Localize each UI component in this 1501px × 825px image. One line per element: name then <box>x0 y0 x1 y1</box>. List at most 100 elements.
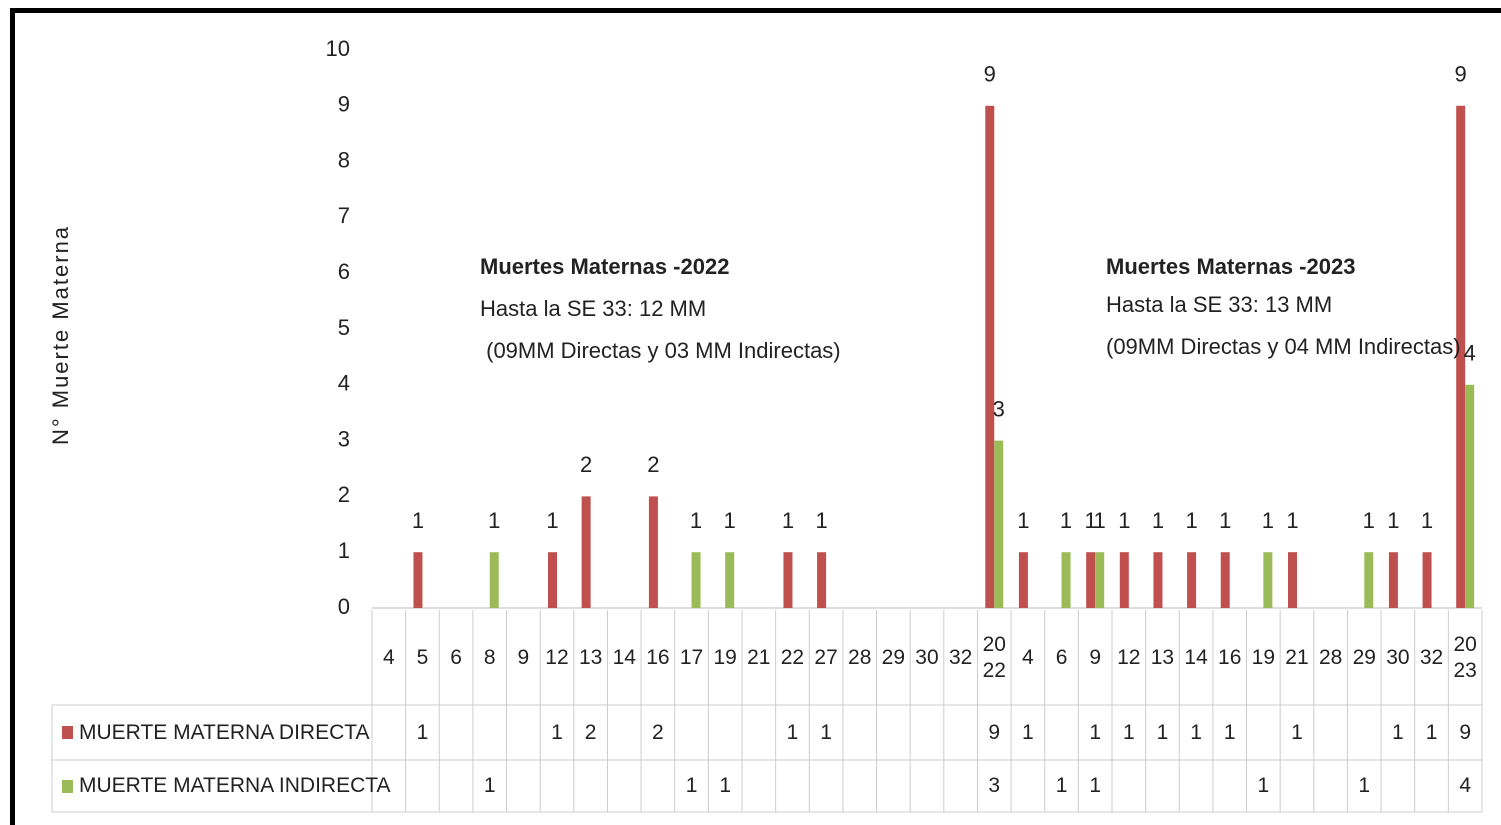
x-tick-label: 5 <box>416 645 429 669</box>
bar <box>1422 552 1432 608</box>
data-label: 1 <box>1118 508 1130 533</box>
table-value: 1 <box>1392 720 1404 744</box>
x-tick-label: 12 <box>1117 645 1141 669</box>
x-tick-label: 21 <box>747 645 771 669</box>
bar <box>725 552 735 608</box>
bar <box>1456 105 1466 609</box>
data-label: 1 <box>690 508 702 533</box>
table-value: 4 <box>1459 774 1472 797</box>
table-value: 1 <box>1156 720 1169 744</box>
x-tick-label: 8 <box>483 645 496 669</box>
y-tick-label: 2 <box>338 482 350 507</box>
x-tick-label: 4 <box>382 645 395 669</box>
bar <box>413 552 423 608</box>
y-tick-label: 7 <box>338 203 350 228</box>
bar <box>581 496 591 608</box>
x-tick-label: 22 <box>780 645 805 669</box>
bar <box>1086 552 1096 608</box>
y-tick-label: 1 <box>338 538 350 563</box>
x-tick-label: 19 <box>1251 645 1276 669</box>
table-value: 2 <box>584 720 597 744</box>
data-label: 1 <box>1262 508 1274 533</box>
table-value: 1 <box>786 720 799 744</box>
data-label: 9 <box>984 62 996 87</box>
y-tick-label: 4 <box>338 371 350 396</box>
x-tick-label: 13 <box>578 645 603 669</box>
x-tick-label: 14 <box>612 645 636 669</box>
table-value: 1 <box>719 774 732 797</box>
bar <box>783 552 793 608</box>
table-value: 3 <box>988 774 1001 797</box>
data-label: 3 <box>993 396 1005 421</box>
y-tick-label: 9 <box>338 92 350 117</box>
annotation: Hasta la SE 33: 12 MM <box>480 296 706 321</box>
frame-top <box>12 8 1501 13</box>
data-label: 1 <box>815 508 827 533</box>
table-value: 1 <box>1055 774 1068 797</box>
y-tick-label: 10 <box>326 36 350 61</box>
y-tick-label: 5 <box>338 315 350 340</box>
bar <box>1061 552 1071 608</box>
table-value: 1 <box>685 774 698 797</box>
annotation: (09MM Directas y 04 MM Indirectas) <box>1106 334 1461 359</box>
table-value: 1 <box>1089 774 1102 797</box>
bar <box>994 440 1004 608</box>
table-value: 1 <box>1291 720 1303 744</box>
y-tick-label: 8 <box>338 147 350 172</box>
table-value: 1 <box>1425 720 1438 744</box>
table-value: 2 <box>652 720 664 744</box>
x-tick-label: 32 <box>948 645 973 669</box>
data-label: 1 <box>546 508 558 533</box>
table-value: 1 <box>1122 720 1135 744</box>
table-value: 1 <box>1022 720 1034 744</box>
bar <box>1095 552 1105 608</box>
bar <box>1119 552 1129 608</box>
legend-swatch <box>62 779 73 793</box>
data-label: 1 <box>1387 508 1399 533</box>
table-value: 1 <box>1089 720 1102 744</box>
data-label: 1 <box>782 508 794 533</box>
data-label: 1 <box>1017 508 1029 533</box>
x-tick-label: 29 <box>881 645 906 669</box>
bar <box>548 552 557 608</box>
x-tick-label: 13 <box>1150 645 1175 669</box>
bar <box>817 552 827 608</box>
x-tick-label: 29 <box>1352 645 1376 669</box>
data-label: 1 <box>1060 508 1072 533</box>
data-label: 4 <box>1464 341 1476 366</box>
bar <box>691 552 701 608</box>
x-tick-label: 9 <box>1089 645 1102 669</box>
annotation: (09MM Directas y 03 MM Indirectas) <box>480 338 841 363</box>
data-label: 2 <box>647 452 659 477</box>
data-label: 1 <box>1421 508 1433 533</box>
data-label: 2 <box>580 452 592 477</box>
data-label: 1 <box>1219 508 1231 533</box>
bar <box>1018 552 1028 608</box>
x-tick-label: 16 <box>646 645 670 669</box>
bar <box>1364 552 1374 608</box>
legend-entry: MUERTE MATERNA DIRECTA <box>62 705 370 760</box>
data-label: 1 <box>412 508 424 533</box>
frame-left <box>10 8 15 825</box>
bar <box>1263 552 1273 608</box>
bar <box>1187 552 1197 608</box>
bar <box>1153 552 1163 608</box>
x-tick-label: 32 <box>1419 645 1444 669</box>
annotation: Muertes Maternas -2022 <box>480 254 729 279</box>
x-tick-label: 30 <box>1386 645 1410 669</box>
data-label: 1 <box>724 508 736 533</box>
table-value: 1 <box>483 774 496 797</box>
table-value: 1 <box>1223 720 1236 744</box>
data-label: 9 <box>1455 62 1467 87</box>
x-tick-label: 17 <box>679 645 704 669</box>
bar <box>1465 384 1475 608</box>
x-tick-label: 9 <box>517 645 530 669</box>
table-value: 1 <box>551 720 563 744</box>
bar <box>1288 552 1297 608</box>
x-tick-label: 30 <box>915 645 939 669</box>
bar <box>1388 552 1398 608</box>
bar <box>1220 552 1230 608</box>
x-tick-label: 16 <box>1218 645 1242 669</box>
